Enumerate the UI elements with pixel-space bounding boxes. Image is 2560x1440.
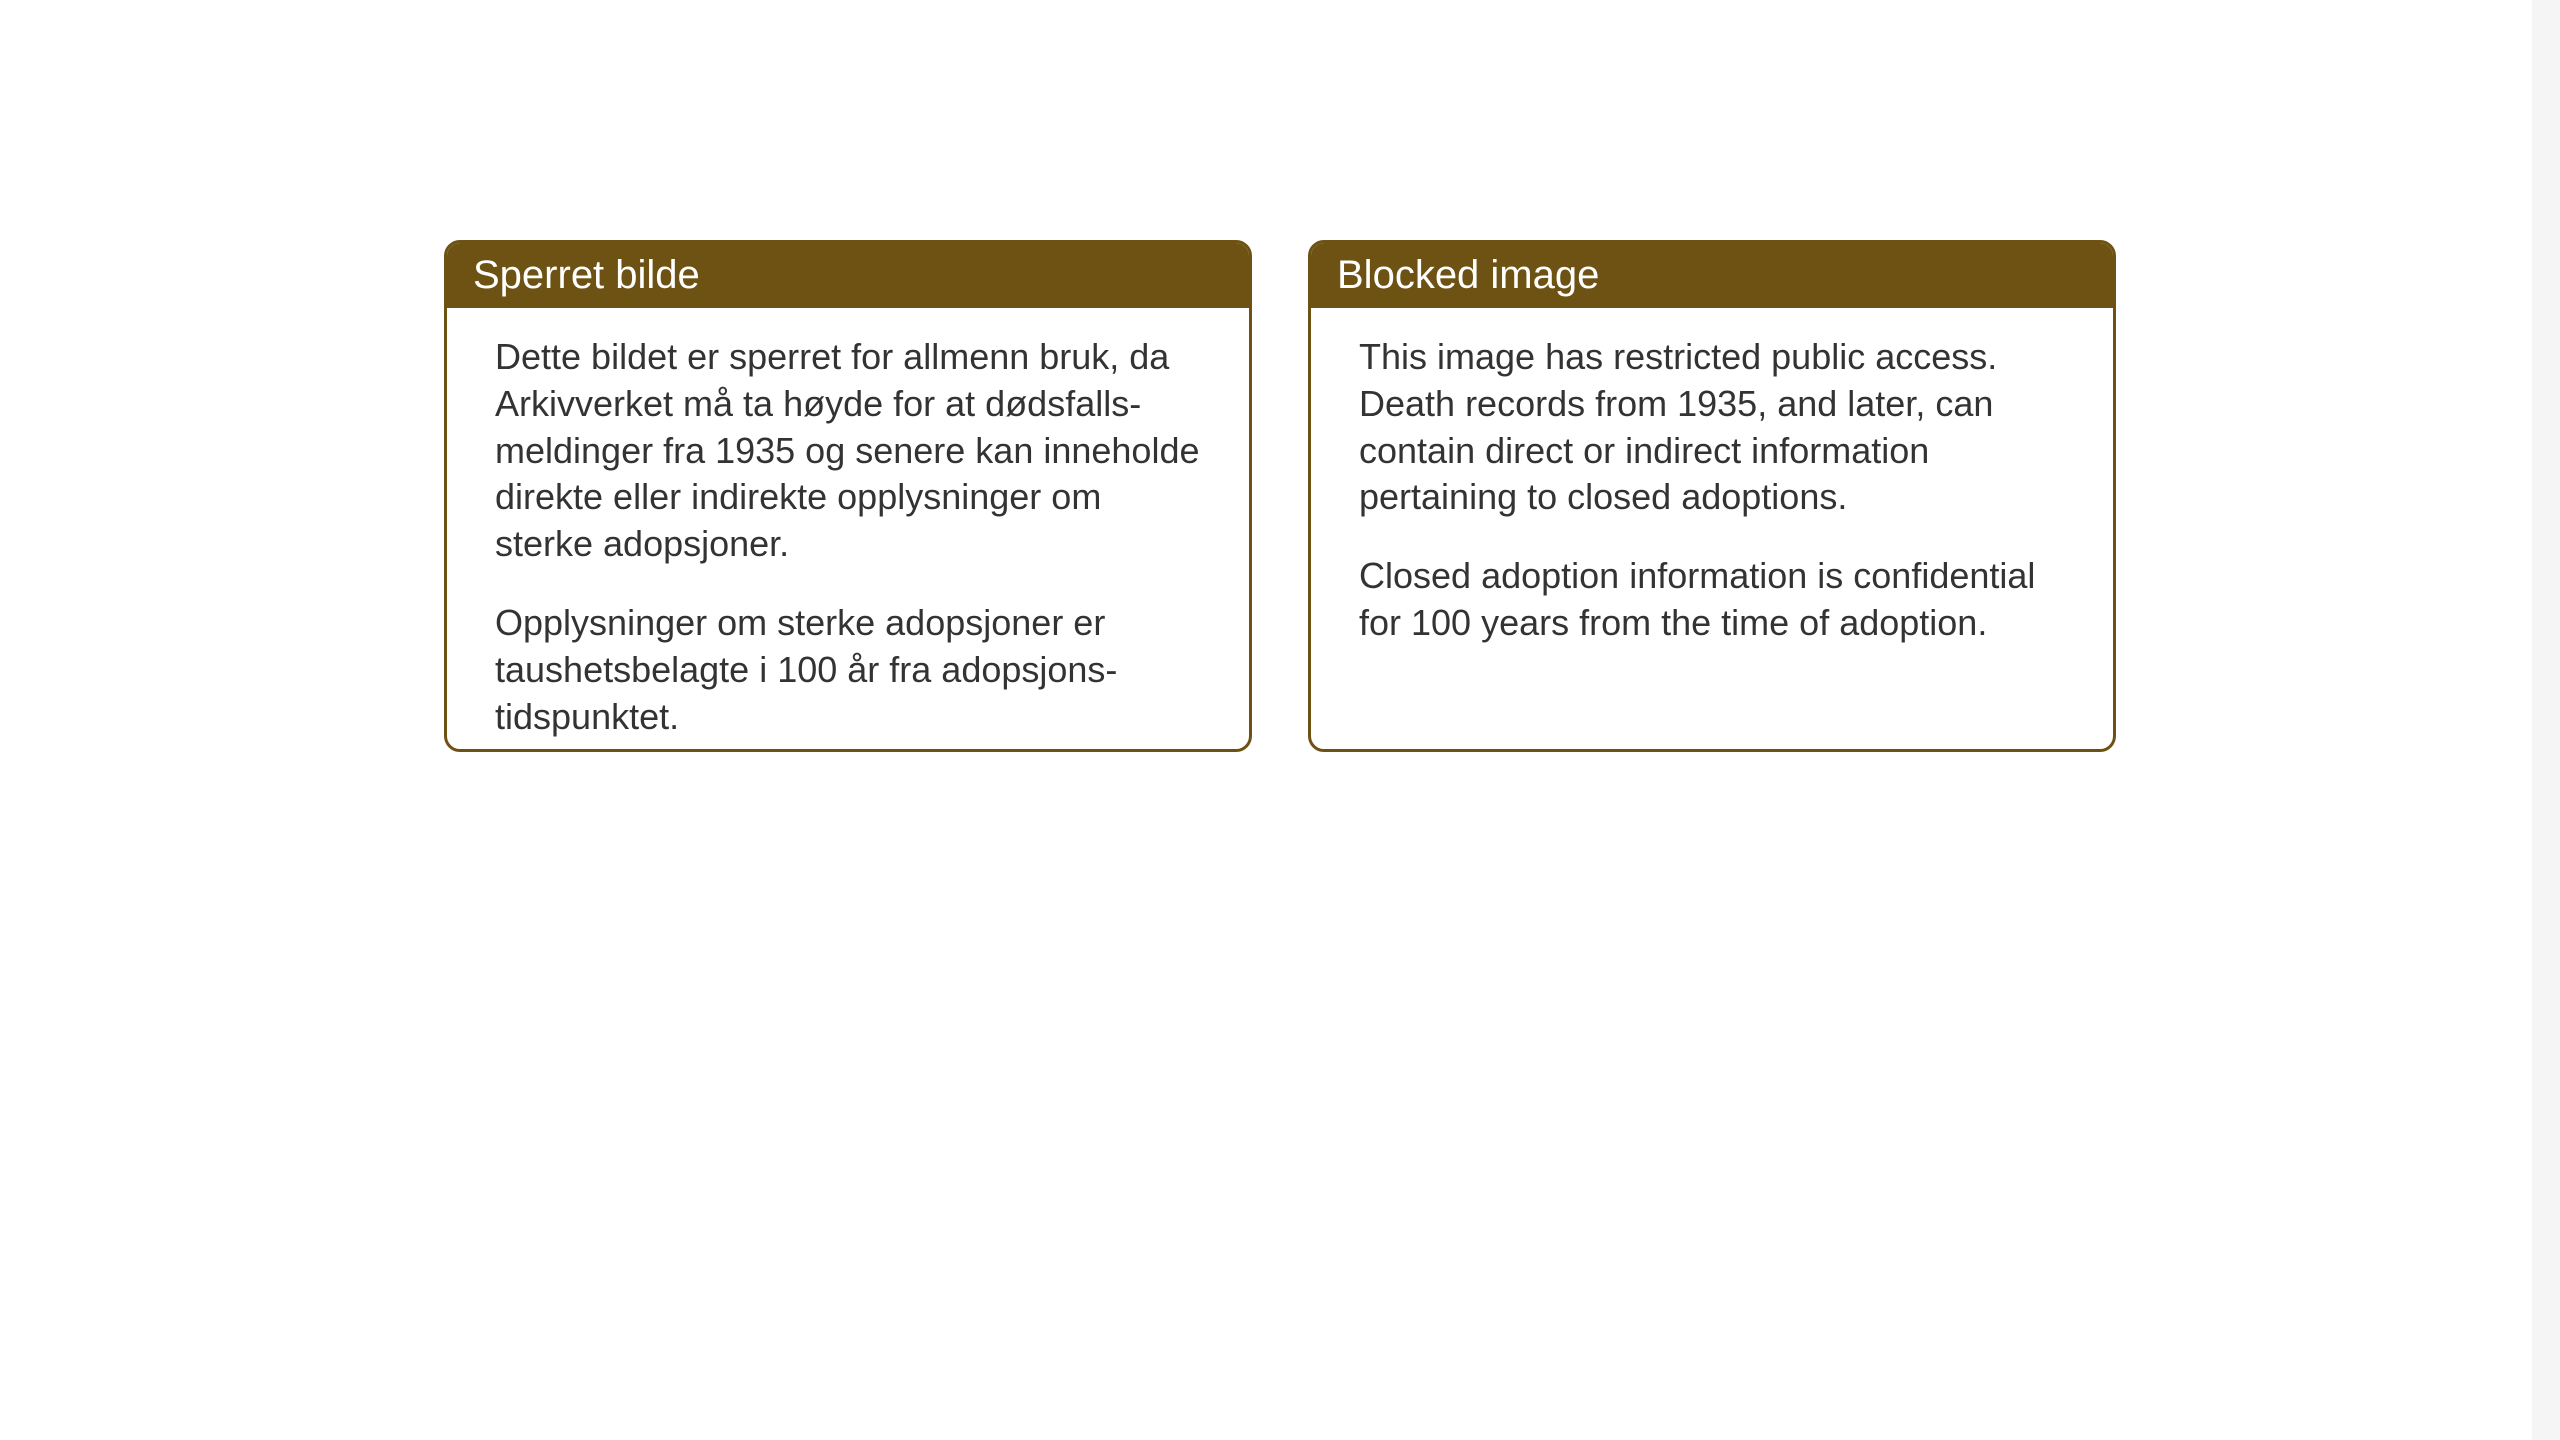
scrollbar-track[interactable]: [2532, 0, 2560, 1440]
card-paragraph-1-english: This image has restricted public access.…: [1359, 334, 2065, 521]
card-title-english: Blocked image: [1337, 253, 1599, 297]
card-paragraph-1-norwegian: Dette bildet er sperret for allmenn bruk…: [495, 334, 1201, 568]
card-body-norwegian: Dette bildet er sperret for allmenn bruk…: [447, 308, 1249, 752]
card-body-english: This image has restricted public access.…: [1311, 308, 2113, 687]
blocked-image-card-norwegian: Sperret bilde Dette bildet er sperret fo…: [444, 240, 1252, 752]
blocked-image-card-english: Blocked image This image has restricted …: [1308, 240, 2116, 752]
card-header-english: Blocked image: [1311, 243, 2113, 308]
card-title-norwegian: Sperret bilde: [473, 253, 700, 297]
card-paragraph-2-norwegian: Opplysninger om sterke adopsjoner er tau…: [495, 600, 1201, 740]
cards-container: Sperret bilde Dette bildet er sperret fo…: [444, 240, 2116, 752]
card-header-norwegian: Sperret bilde: [447, 243, 1249, 308]
card-paragraph-2-english: Closed adoption information is confident…: [1359, 553, 2065, 647]
